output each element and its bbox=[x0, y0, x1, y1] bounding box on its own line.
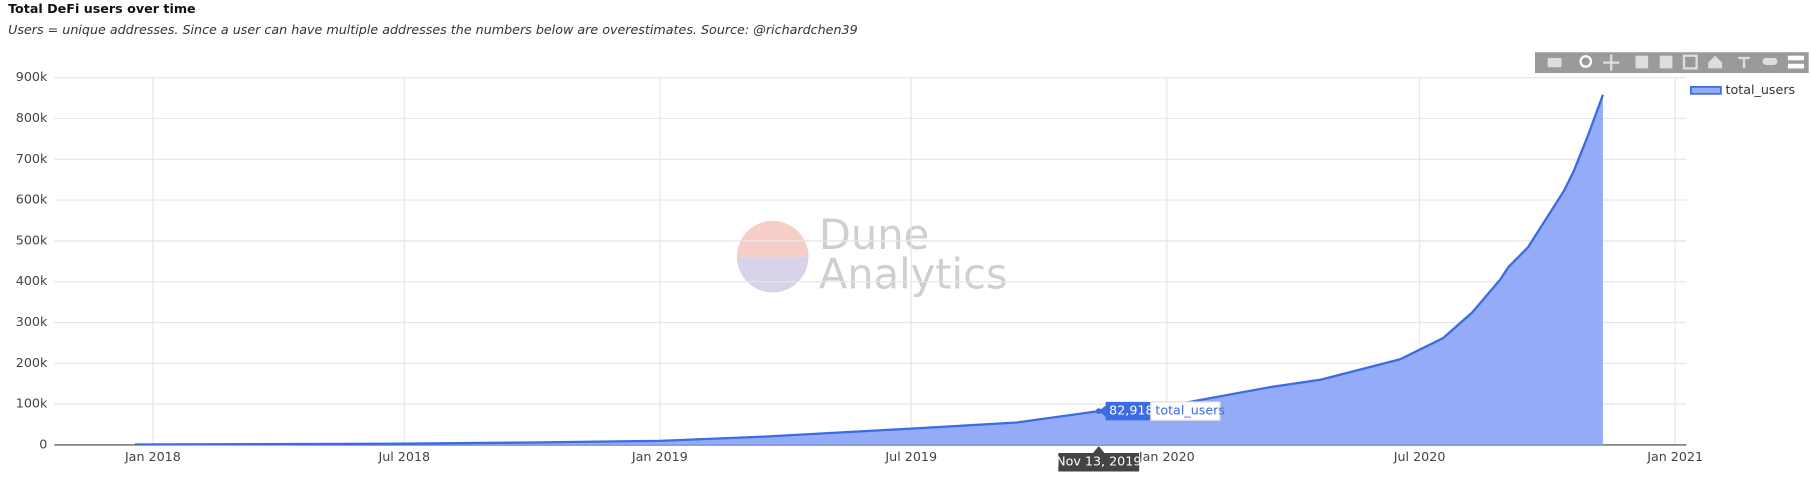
hover-name-box bbox=[1150, 401, 1221, 421]
modebar[interactable] bbox=[1534, 52, 1809, 74]
chart-title: Total DeFi users over time bbox=[8, 1, 196, 16]
watermark: Dune Analytics bbox=[736, 210, 1008, 298]
chart-subtitle: Users = unique addresses. Since a user c… bbox=[8, 22, 858, 37]
y-tick-label: 300k bbox=[16, 314, 48, 329]
x-tick-label: Jan 2021 bbox=[1646, 449, 1703, 464]
hover-compare-icon[interactable] bbox=[1787, 63, 1805, 69]
y-tick-label: 900k bbox=[16, 69, 48, 84]
hover-value: 82,918 bbox=[1109, 403, 1153, 418]
y-tick-label: 100k bbox=[16, 396, 48, 411]
watermark-text: Analytics bbox=[819, 249, 1008, 298]
hover-pointer bbox=[1098, 405, 1106, 417]
hover-compare-icon[interactable] bbox=[1787, 55, 1805, 61]
x-tick-label: Jul 2019 bbox=[884, 449, 937, 464]
y-tick-label: 0 bbox=[39, 436, 47, 451]
zoom-in-icon[interactable] bbox=[1635, 55, 1649, 69]
x-tick-label: Jan 2019 bbox=[631, 449, 688, 464]
zoom-icon[interactable] bbox=[1579, 55, 1593, 68]
y-tick-label: 500k bbox=[16, 232, 48, 247]
zoom-out-icon[interactable] bbox=[1659, 55, 1673, 69]
y-tick-label: 600k bbox=[16, 192, 48, 207]
y-tick-label: 800k bbox=[16, 110, 48, 125]
area-fill bbox=[134, 94, 1603, 445]
y-tick-label: 200k bbox=[16, 355, 48, 370]
hover-closest-icon[interactable] bbox=[1762, 58, 1778, 65]
autoscale-icon[interactable] bbox=[1682, 54, 1698, 70]
x-tick-label: Jul 2018 bbox=[377, 449, 430, 464]
hover-date: Nov 13, 2019 bbox=[1056, 454, 1141, 469]
hover-name: total_users bbox=[1155, 403, 1225, 418]
spike-icon[interactable] bbox=[1738, 56, 1750, 69]
y-tick-label: 400k bbox=[16, 273, 48, 288]
logo-top bbox=[736, 220, 809, 257]
x-tick-label: Jan 2020 bbox=[1138, 449, 1195, 464]
hover-date-pointer bbox=[1092, 446, 1105, 454]
hover-value-box bbox=[1105, 401, 1151, 421]
x-tick-label: Jan 2018 bbox=[124, 449, 181, 464]
pan-icon[interactable] bbox=[1603, 54, 1620, 71]
y-tick-label: 700k bbox=[16, 151, 48, 166]
legend-label: total_users bbox=[1726, 82, 1796, 97]
camera-icon[interactable] bbox=[1547, 58, 1562, 68]
area-line bbox=[134, 94, 1605, 446]
x-tick-label: Jul 2020 bbox=[1393, 449, 1446, 464]
hover-date-box bbox=[1058, 453, 1140, 472]
legend-swatch bbox=[1690, 86, 1722, 95]
reset-icon[interactable] bbox=[1708, 55, 1723, 69]
logo-bottom bbox=[736, 256, 809, 293]
